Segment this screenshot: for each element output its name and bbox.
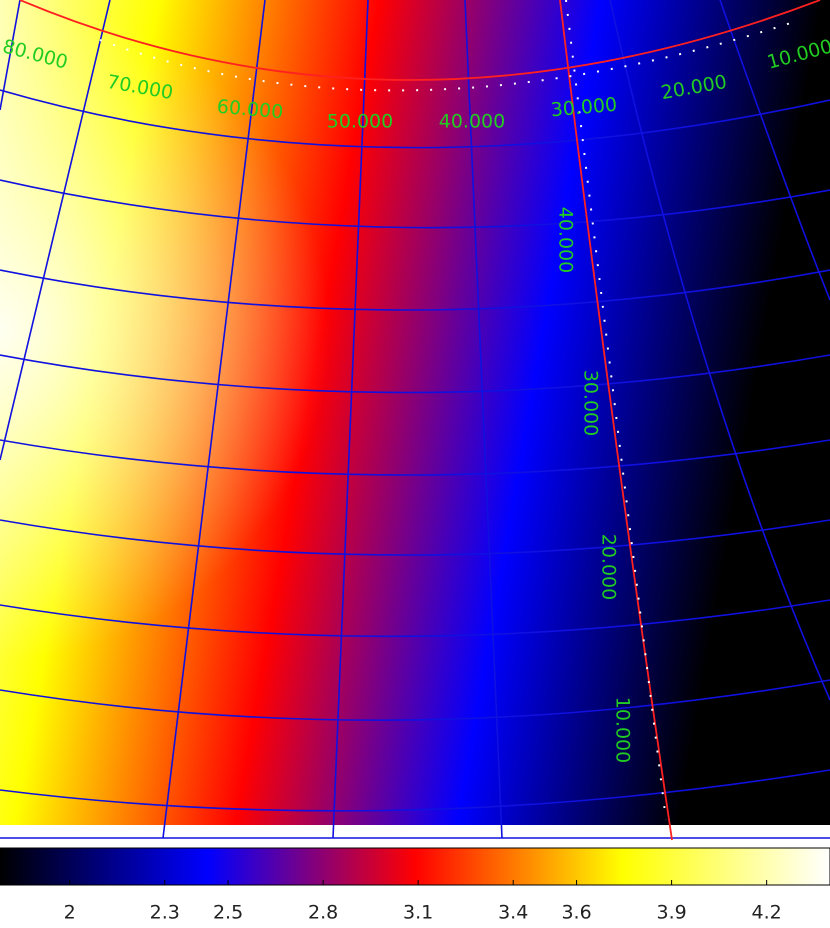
colorbar-tick-label: 2.5 bbox=[213, 902, 243, 924]
colorbar-tick-label: 2.3 bbox=[150, 902, 180, 924]
boundary bbox=[19, 0, 821, 841]
colorbar-tick-label: 3.6 bbox=[561, 902, 591, 924]
colorbar bbox=[0, 847, 830, 886]
grid-label: 10.000 bbox=[612, 697, 634, 763]
colorbar-tick-label: 3.1 bbox=[403, 902, 433, 924]
colorbar-tick-label: 2.8 bbox=[308, 902, 338, 924]
grid-label: 20.000 bbox=[598, 534, 620, 600]
grid-label: 30.000 bbox=[580, 370, 602, 436]
colorbar-tick-label: 2 bbox=[64, 902, 76, 924]
grid-label: 40.000 bbox=[555, 207, 577, 273]
colorbar-tick-label: 4.2 bbox=[752, 902, 782, 924]
coordinate-grid bbox=[0, 0, 830, 839]
colorbar-tick-label: 3.9 bbox=[656, 902, 686, 924]
grid-label: 40.000 bbox=[439, 111, 505, 133]
grid-label: 50.000 bbox=[327, 111, 393, 133]
colorbar-tick-label: 3.4 bbox=[498, 902, 528, 924]
image-glow bbox=[0, 0, 400, 700]
